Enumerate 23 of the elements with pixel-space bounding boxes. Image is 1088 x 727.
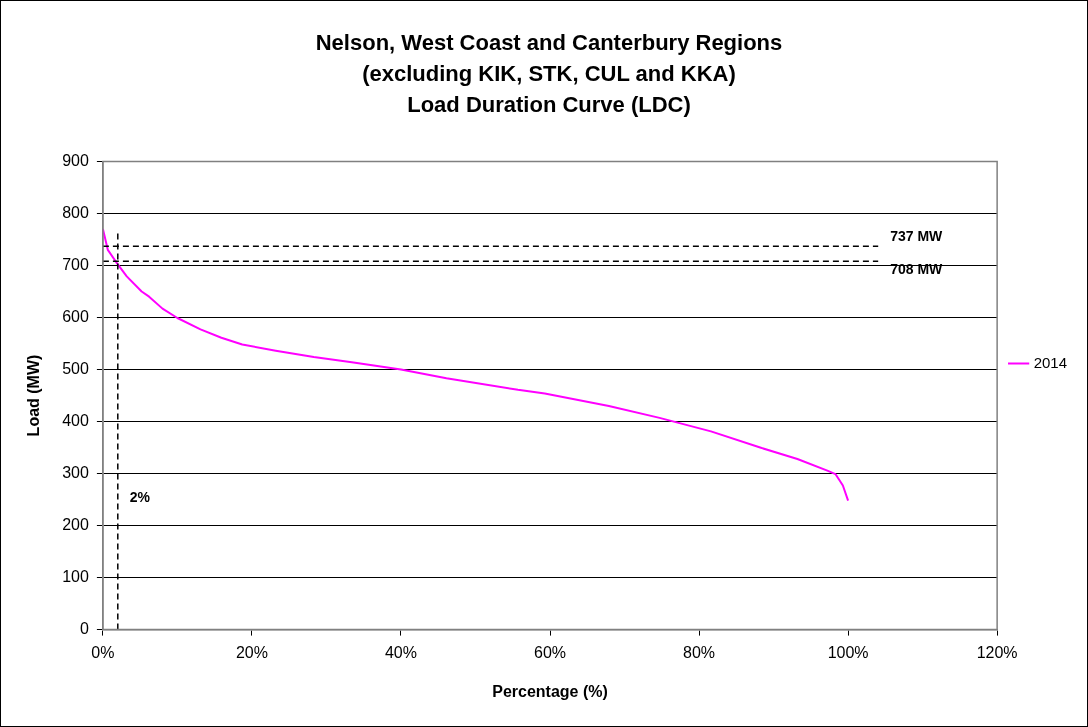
chart-title: Nelson, West Coast and Canterbury Regions (excluding KIK, STK, CUL and KKA) Load Duration Curve (LDC) <box>315 30 783 118</box>
y-axis-title: Load (MW) <box>25 354 43 437</box>
ref-line-label: 737 MW <box>890 228 944 245</box>
x-tick-label: 20% <box>235 643 268 661</box>
x-tick-label: 60% <box>534 643 567 661</box>
x-tick-label: 100% <box>827 643 869 661</box>
y-tick-label: 0 <box>79 620 89 638</box>
x-tick-label: 80% <box>683 643 716 661</box>
y-tick-label: 300 <box>62 463 89 481</box>
ref-line-label: 2% <box>129 489 151 506</box>
y-tick-label: 700 <box>62 255 89 273</box>
legend-label: 2014 <box>1033 353 1068 371</box>
y-tick-label: 500 <box>62 359 89 377</box>
y-tick-label: 400 <box>62 411 89 429</box>
x-tick-label: 120% <box>976 643 1018 661</box>
y-tick-label: 900 <box>62 151 89 169</box>
y-tick-label: 800 <box>62 203 89 221</box>
x-tick-label: 0% <box>91 643 115 661</box>
y-tick-label: 200 <box>62 515 89 533</box>
y-tick-label: 100 <box>62 567 89 585</box>
x-axis-title: Percentage (%) <box>492 682 608 700</box>
x-tick-label: 40% <box>384 643 417 661</box>
y-tick-label: 600 <box>62 307 89 325</box>
